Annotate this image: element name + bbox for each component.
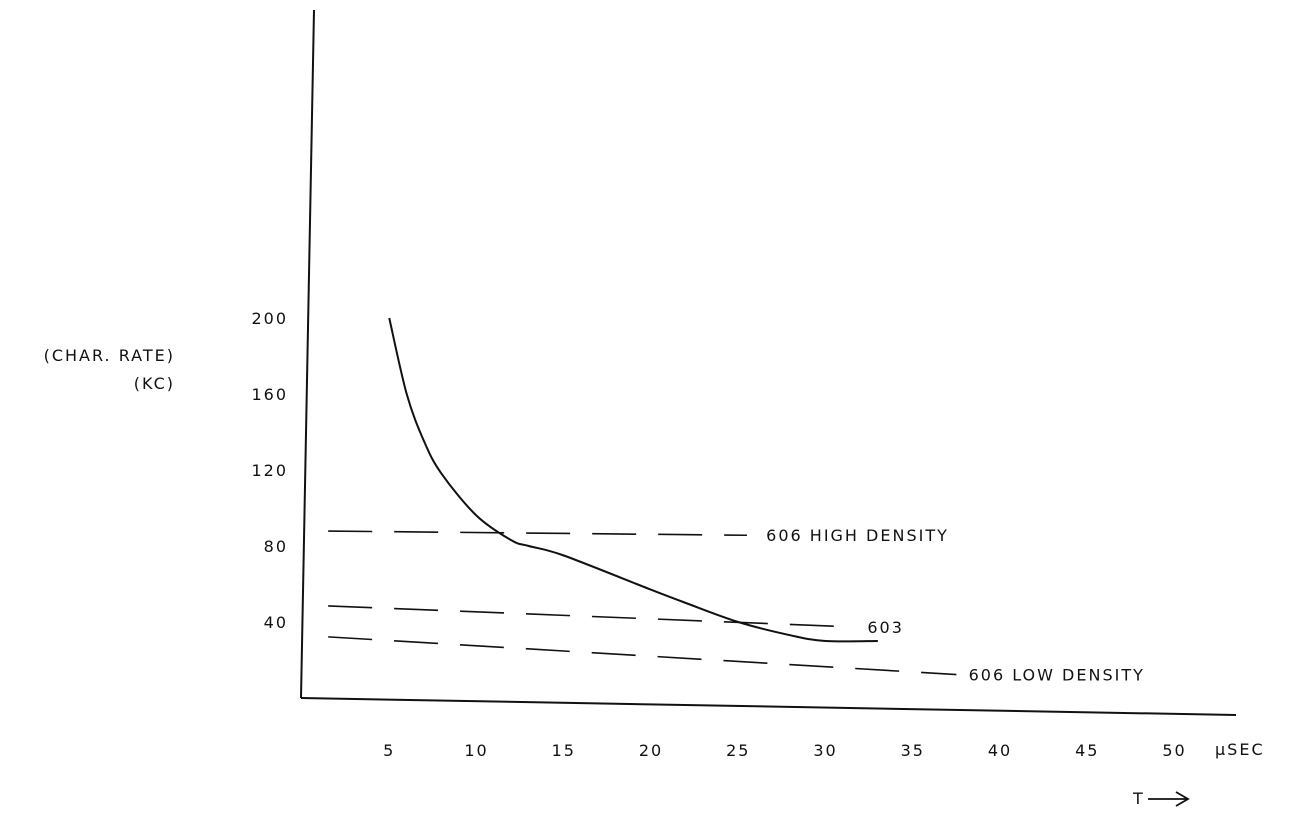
x-tick-label: 50	[1162, 741, 1186, 760]
arrow-right-icon	[1148, 791, 1190, 807]
y-axis-label-line-1: (CHAR. RATE)	[44, 346, 175, 365]
x-axis-note: T	[1132, 789, 1190, 808]
reference-line	[328, 636, 957, 676]
y-axis-label: (CHAR. RATE) (KC)	[44, 346, 175, 393]
x-tick-labels: 5 10 15 20 25 30 35 40 45 50	[383, 741, 1186, 760]
x-axis-line	[300, 697, 1237, 716]
x-unit-label: μSEC	[1215, 740, 1265, 759]
reference-line	[328, 605, 852, 628]
y-tick-label: 80	[264, 537, 288, 556]
x-tick-label: 5	[383, 741, 395, 760]
x-tick-label: 10	[464, 741, 488, 760]
y-tick-labels: 40 80 120 160 200	[251, 309, 288, 632]
x-tick-label: 25	[726, 741, 750, 760]
reference-lines: 606 HIGH DENSITY 603 606 LOW DENSITY	[328, 526, 1145, 685]
x-tick-label: 30	[813, 741, 837, 760]
y-tick-label: 40	[264, 613, 288, 632]
data-curve	[388, 317, 878, 643]
x-tick-label: 45	[1075, 741, 1099, 760]
x-tick-label: 35	[901, 741, 925, 760]
x-tick-label: 40	[988, 741, 1012, 760]
y-tick-label: 120	[251, 461, 288, 480]
reference-line-label: 603	[867, 618, 904, 637]
y-axis-label-line-2: (KC)	[134, 374, 175, 393]
x-tick-label: 15	[552, 741, 576, 760]
y-axis-line	[300, 9, 315, 699]
reference-line-label: 606 LOW DENSITY	[969, 666, 1145, 685]
reference-line	[328, 530, 747, 537]
y-tick-label: 160	[251, 385, 288, 404]
reference-line-label: 606 HIGH DENSITY	[766, 526, 949, 545]
y-tick-label: 200	[251, 309, 288, 328]
x-tick-label: 20	[639, 741, 663, 760]
x-axis-note-label: T	[1132, 789, 1145, 808]
